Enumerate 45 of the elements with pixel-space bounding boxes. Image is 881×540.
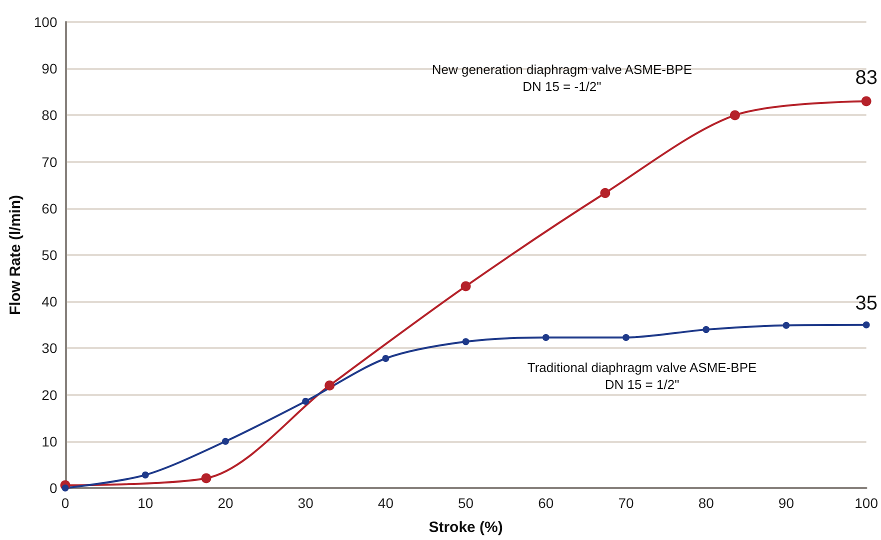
- point: [302, 398, 310, 405]
- point: [702, 326, 710, 334]
- y-tick-label: 10: [42, 433, 58, 450]
- point: [730, 110, 740, 120]
- data-label: 83: [855, 67, 878, 90]
- point: [462, 338, 470, 346]
- y-tick-label: 40: [42, 294, 58, 310]
- x-tick-label: 70: [618, 495, 634, 511]
- y-tick-label: 100: [34, 14, 58, 30]
- x-tick-label: 60: [538, 495, 554, 511]
- point: [782, 322, 790, 329]
- y-tick-label: 30: [42, 340, 58, 356]
- data-label: 35: [855, 292, 878, 314]
- point: [862, 321, 870, 328]
- point: [600, 188, 610, 198]
- point: [142, 471, 149, 478]
- x-tick-label: 40: [378, 495, 394, 511]
- point: [460, 281, 471, 292]
- x-tick-label: 50: [458, 495, 474, 511]
- point: [861, 96, 872, 106]
- x-tick-label: 0: [61, 495, 70, 511]
- y-tick-label: 70: [42, 154, 58, 170]
- x-tick-label: 80: [698, 495, 714, 511]
- y-tick-label: 60: [42, 200, 58, 216]
- point: [62, 484, 69, 492]
- y-tick-label: 20: [42, 386, 58, 403]
- point: [324, 380, 335, 390]
- x-tick-label: 90: [778, 495, 794, 511]
- x-tick-label: 30: [298, 495, 314, 511]
- text: New generation diaphragm valve ASME-BPE DN 15 = -1/2": [432, 62, 692, 94]
- point: [222, 438, 229, 445]
- x-tick-label: 10: [138, 495, 154, 511]
- x-axis-title: Stroke (%): [428, 519, 503, 536]
- y-tick-label: 50: [42, 247, 58, 263]
- point: [201, 473, 212, 484]
- y-tick-label: 90: [42, 60, 58, 77]
- x-tick-label: 20: [218, 495, 234, 511]
- y-tick-label: 0: [49, 480, 58, 496]
- point: [622, 334, 630, 341]
- series-label: Traditional diaphragm valve ASME-BPE DN 15 = 1/2": [527, 360, 757, 392]
- point: [542, 334, 550, 341]
- point: [382, 354, 390, 362]
- y-tick-label: 80: [42, 107, 58, 124]
- x-tick-label: 100: [854, 495, 878, 511]
- y-axis-title: Flow Rate (l/min): [7, 194, 24, 315]
